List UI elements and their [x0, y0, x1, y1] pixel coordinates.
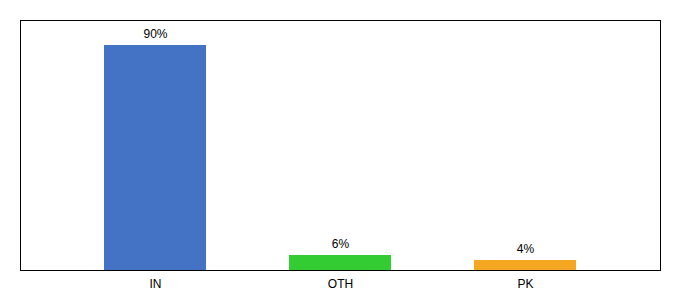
svg-text:90%: 90%	[143, 27, 167, 41]
svg-text:OTH: OTH	[328, 277, 353, 291]
svg-text:4%: 4%	[517, 242, 535, 256]
svg-text:6%: 6%	[332, 237, 350, 251]
svg-text:PK: PK	[517, 277, 533, 291]
svg-text:IN: IN	[150, 277, 162, 291]
